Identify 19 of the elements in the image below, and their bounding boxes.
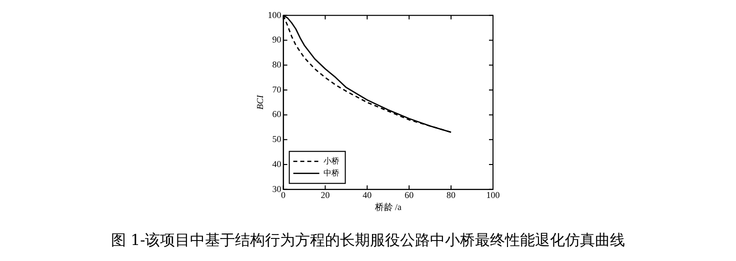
legend-label: 中桥 (323, 168, 340, 178)
y-tick-label: 60 (272, 109, 282, 120)
y-tick-label: 50 (272, 134, 282, 144)
legend-label: 小桥 (323, 156, 340, 166)
x-tick-label: 80 (446, 190, 456, 200)
caption: 图 1-该项目中基于结构行为方程的长期服役公路中小桥最终性能退化仿真曲线 (110, 231, 626, 250)
x-tick-label: 20 (320, 190, 330, 200)
x-tick-label: 60 (404, 190, 414, 200)
y-tick-label: 30 (272, 184, 282, 194)
y-tick-label: 70 (272, 84, 282, 94)
y-tick-label: 100 (268, 10, 282, 20)
y-axis-title: BCI (254, 94, 265, 110)
y-tick-label: 80 (272, 59, 282, 70)
x-tick-label: 100 (486, 190, 500, 200)
x-tick-label: 0 (281, 190, 286, 200)
x-axis-title: 桥龄 /a (374, 202, 402, 212)
y-tick-label: 90 (272, 34, 282, 45)
y-tick-label: 40 (272, 158, 282, 169)
x-tick-label: 40 (362, 190, 372, 200)
